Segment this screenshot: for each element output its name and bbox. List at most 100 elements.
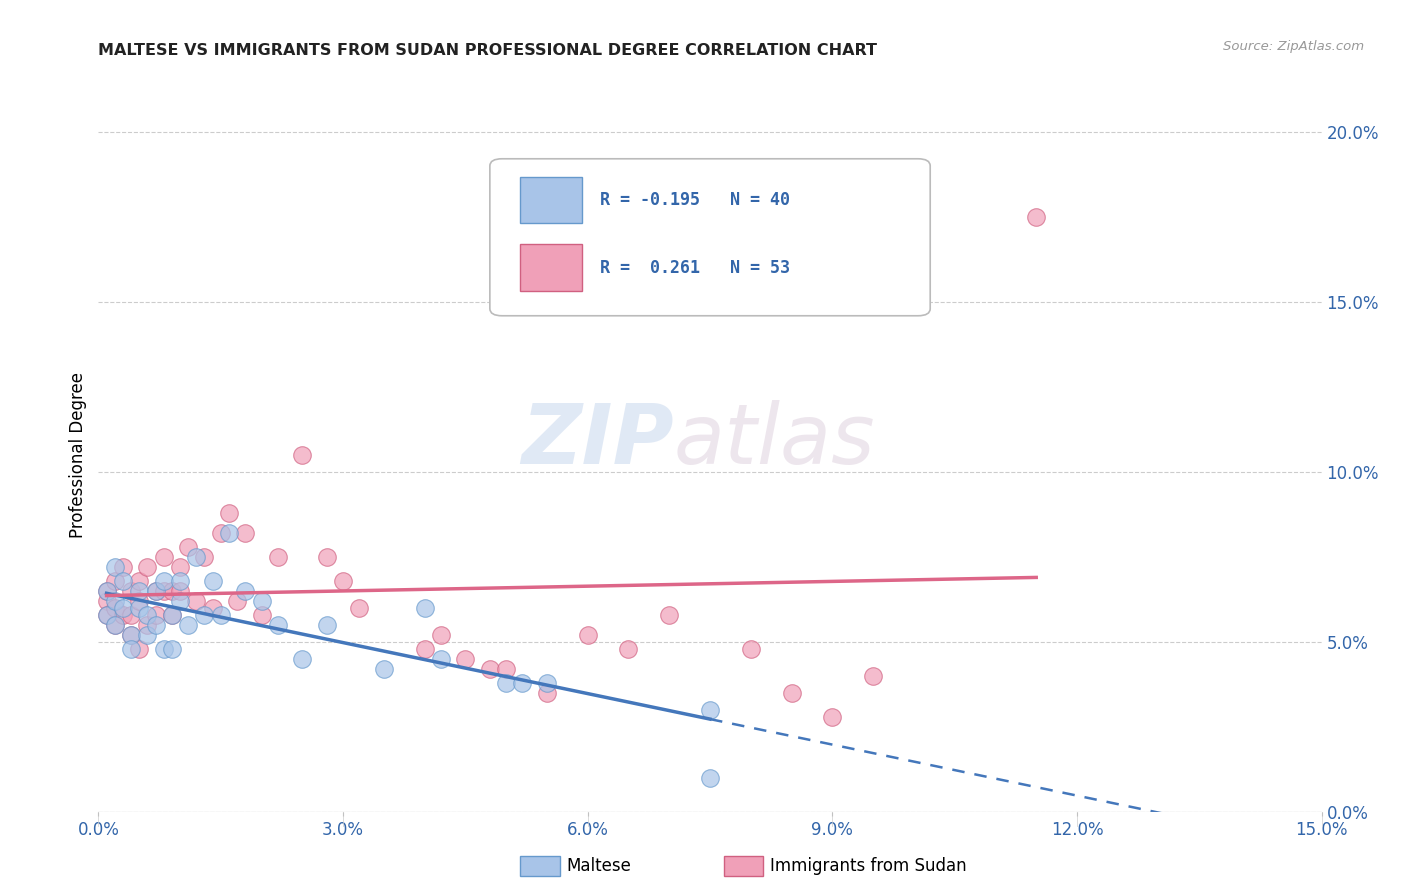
Point [111,560,134,574]
Point [120,641,142,656]
Point [128,600,150,615]
Point [740,641,762,656]
Point [128,574,150,588]
Point [495,675,517,690]
Point [1025,210,1047,224]
Point [128,583,150,598]
Point [136,607,159,622]
Point [111,574,134,588]
Point [152,574,174,588]
FancyBboxPatch shape [520,244,582,291]
Point [104,617,127,632]
Point [169,583,191,598]
Point [821,709,844,723]
Point [267,549,290,564]
Point [111,607,134,622]
Point [617,641,640,656]
Point [349,600,371,615]
Point [315,617,337,632]
Point [658,607,681,622]
Point [96,607,118,622]
Point [104,600,127,615]
Point [96,594,118,608]
Point [169,574,191,588]
Point [136,617,159,632]
Text: R =  0.261   N = 53: R = 0.261 N = 53 [600,259,790,277]
Point [152,641,174,656]
Point [120,628,142,642]
Point [332,574,354,588]
Point [536,675,558,690]
Point [780,686,803,700]
Point [576,628,599,642]
Point [250,607,273,622]
Point [169,594,191,608]
Point [430,652,453,666]
Point [128,594,150,608]
Point [862,669,884,683]
Point [111,600,134,615]
Point [177,540,200,554]
Point [104,594,127,608]
Point [536,686,558,700]
Point [315,549,337,564]
Point [478,662,501,676]
Text: MALTESE VS IMMIGRANTS FROM SUDAN PROFESSIONAL DEGREE CORRELATION CHART: MALTESE VS IMMIGRANTS FROM SUDAN PROFESS… [98,43,877,58]
Point [291,652,314,666]
Point [226,594,249,608]
Text: atlas: atlas [673,401,875,481]
Point [160,583,183,598]
Point [96,583,118,598]
Point [201,600,224,615]
Point [160,607,183,622]
Y-axis label: Professional Degree: Professional Degree [69,372,87,538]
Point [218,526,240,541]
Point [512,675,534,690]
Text: Immigrants from Sudan: Immigrants from Sudan [770,857,967,875]
Point [430,628,453,642]
Point [145,607,167,622]
Point [104,574,127,588]
Text: Maltese: Maltese [567,857,631,875]
Point [136,560,159,574]
Point [169,560,191,574]
Point [233,583,256,598]
Point [495,662,517,676]
Point [177,617,200,632]
Point [152,583,174,598]
Point [209,526,232,541]
Point [373,662,395,676]
Point [413,641,436,656]
FancyBboxPatch shape [520,177,582,223]
Point [193,549,215,564]
Point [454,652,477,666]
FancyBboxPatch shape [489,159,931,316]
Point [145,583,167,598]
Point [96,607,118,622]
Point [186,549,208,564]
Point [104,617,127,632]
Text: ZIP: ZIP [520,401,673,481]
Point [160,641,183,656]
Point [267,617,290,632]
Point [193,607,215,622]
Point [128,641,150,656]
Point [104,560,127,574]
Point [136,628,159,642]
Point [145,617,167,632]
Point [186,594,208,608]
Point [209,607,232,622]
Text: Source: ZipAtlas.com: Source: ZipAtlas.com [1223,40,1364,54]
Point [145,583,167,598]
Point [218,506,240,520]
Point [201,574,224,588]
Point [120,628,142,642]
Point [699,703,721,717]
Point [96,583,118,598]
Point [291,448,314,462]
Point [120,583,142,598]
Point [413,600,436,615]
Point [160,607,183,622]
Point [233,526,256,541]
Point [250,594,273,608]
